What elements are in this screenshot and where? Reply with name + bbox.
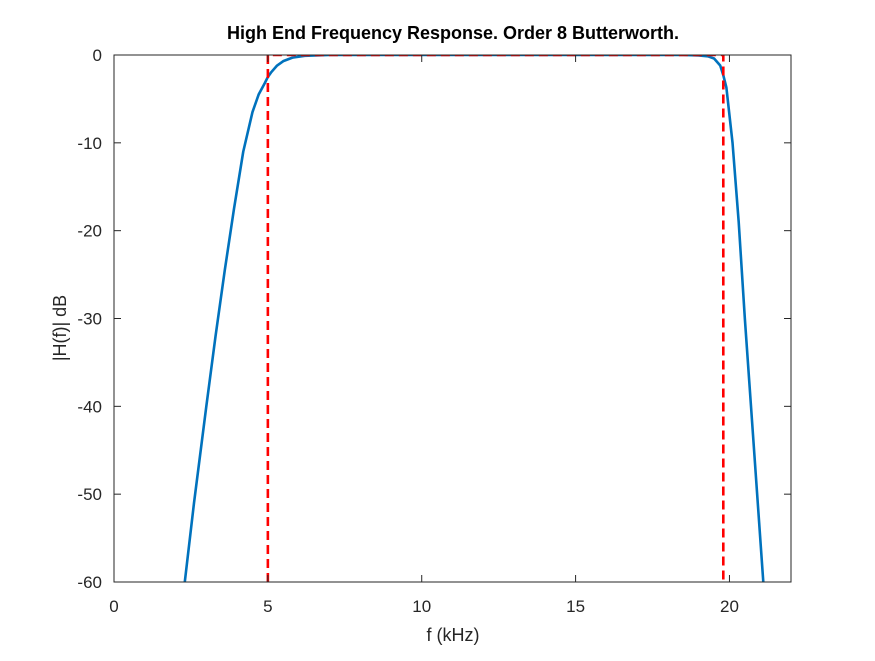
x-tick-label: 20 (720, 597, 739, 616)
series-butterworth-response-line (183, 55, 765, 582)
x-tick-label: 15 (566, 597, 585, 616)
x-tick-label: 10 (412, 597, 431, 616)
chart-title: High End Frequency Response. Order 8 But… (227, 23, 679, 43)
y-tick-label: -20 (77, 222, 102, 241)
x-tick-label: 0 (109, 597, 118, 616)
y-tick-label: 0 (93, 46, 102, 65)
y-tick-label: -40 (77, 397, 102, 416)
y-tick-label: -30 (77, 310, 102, 329)
y-tick-label: -50 (77, 485, 102, 504)
y-tick-label: -60 (77, 573, 102, 592)
series-layer (183, 55, 765, 582)
y-axis-ticks: 0 -10 -20 -30 -40 -50 -60 (77, 46, 791, 592)
x-tick-label: 5 (263, 597, 272, 616)
x-axis-ticks: 0 5 10 15 20 (109, 55, 739, 616)
x-axis-label: f (kHz) (427, 625, 480, 645)
y-axis-label: |H(f)| dB (50, 295, 70, 361)
plot-frame (113, 54, 792, 583)
series-ideal-bandpass-line (266, 55, 725, 582)
axes-frame (113, 54, 792, 583)
y-tick-label: -10 (77, 134, 102, 153)
